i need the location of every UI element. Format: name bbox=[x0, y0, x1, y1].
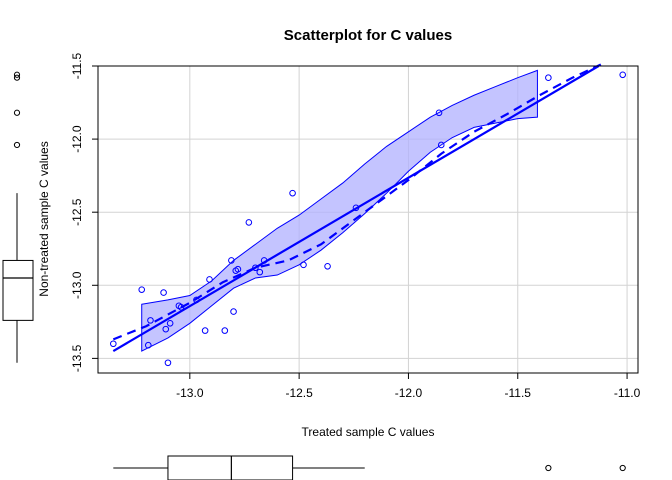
data-point bbox=[144, 341, 152, 349]
x-axis: -13.0 -12.5 -12.0 -11.5 -11.0 bbox=[176, 373, 641, 400]
data-point bbox=[147, 317, 154, 324]
data-point bbox=[138, 286, 146, 293]
data-point bbox=[437, 141, 445, 149]
data-points bbox=[110, 71, 626, 367]
data-point bbox=[245, 219, 253, 226]
data-point bbox=[300, 261, 307, 269]
data-point bbox=[545, 74, 552, 81]
y-boxplot-box bbox=[2, 259, 34, 321]
data-point bbox=[166, 319, 174, 327]
data-point bbox=[435, 109, 443, 117]
chart-title: Scatterplot for C values bbox=[284, 27, 452, 44]
x-tick-label: -13.0 bbox=[176, 386, 204, 400]
data-point bbox=[162, 325, 170, 333]
data-point bbox=[110, 340, 117, 348]
x-tick-label: -12.5 bbox=[285, 386, 313, 400]
y-boxplot-outlier bbox=[13, 71, 21, 78]
x-boxplot-outlier bbox=[619, 464, 626, 472]
data-point bbox=[160, 289, 167, 296]
data-point bbox=[221, 327, 229, 334]
regression-line bbox=[112, 65, 600, 353]
y-boxplot-outlier bbox=[13, 74, 21, 81]
smoother-line bbox=[112, 63, 602, 341]
data-point bbox=[206, 276, 213, 283]
y-boxplot bbox=[2, 71, 34, 363]
y-boxplot-outlier bbox=[13, 109, 21, 116]
x-boxplot bbox=[113, 455, 626, 480]
x-axis-label: Treated sample C values bbox=[302, 425, 435, 439]
data-point bbox=[164, 359, 172, 367]
y-tick-label: -12.5 bbox=[70, 198, 84, 226]
x-boxplot-box bbox=[167, 455, 294, 480]
data-point bbox=[228, 257, 235, 264]
confidence-band bbox=[141, 69, 538, 352]
data-point bbox=[177, 303, 185, 311]
plot-area-frame bbox=[97, 65, 639, 374]
data-point bbox=[234, 265, 242, 273]
y-tick-label: -11.5 bbox=[70, 52, 84, 79]
data-point bbox=[252, 264, 259, 272]
x-tick-label: -12.0 bbox=[395, 386, 423, 400]
data-point bbox=[230, 308, 237, 315]
data-point bbox=[260, 257, 268, 264]
x-tick-label: -11.0 bbox=[614, 386, 641, 400]
confidence-band-area bbox=[141, 69, 538, 352]
data-point bbox=[256, 268, 264, 276]
data-point bbox=[193, 296, 200, 304]
y-axis-label: Non-treated sample C values bbox=[37, 141, 51, 296]
y-boxplot-outlier bbox=[13, 141, 21, 149]
data-point bbox=[324, 262, 331, 270]
x-tick-label: -11.5 bbox=[505, 386, 532, 400]
data-point bbox=[201, 327, 209, 334]
data-point bbox=[289, 189, 296, 197]
data-point bbox=[352, 204, 360, 212]
y-tick-label: -13.0 bbox=[70, 271, 84, 299]
x-boxplot-outlier bbox=[545, 464, 552, 472]
y-tick-label: -12.0 bbox=[70, 125, 84, 153]
y-tick-label: -13.5 bbox=[70, 344, 84, 372]
fit-lines bbox=[112, 63, 602, 353]
data-point bbox=[619, 71, 626, 79]
y-axis: -11.5 -12.0 -12.5 -13.0 -13.5 bbox=[70, 52, 98, 372]
